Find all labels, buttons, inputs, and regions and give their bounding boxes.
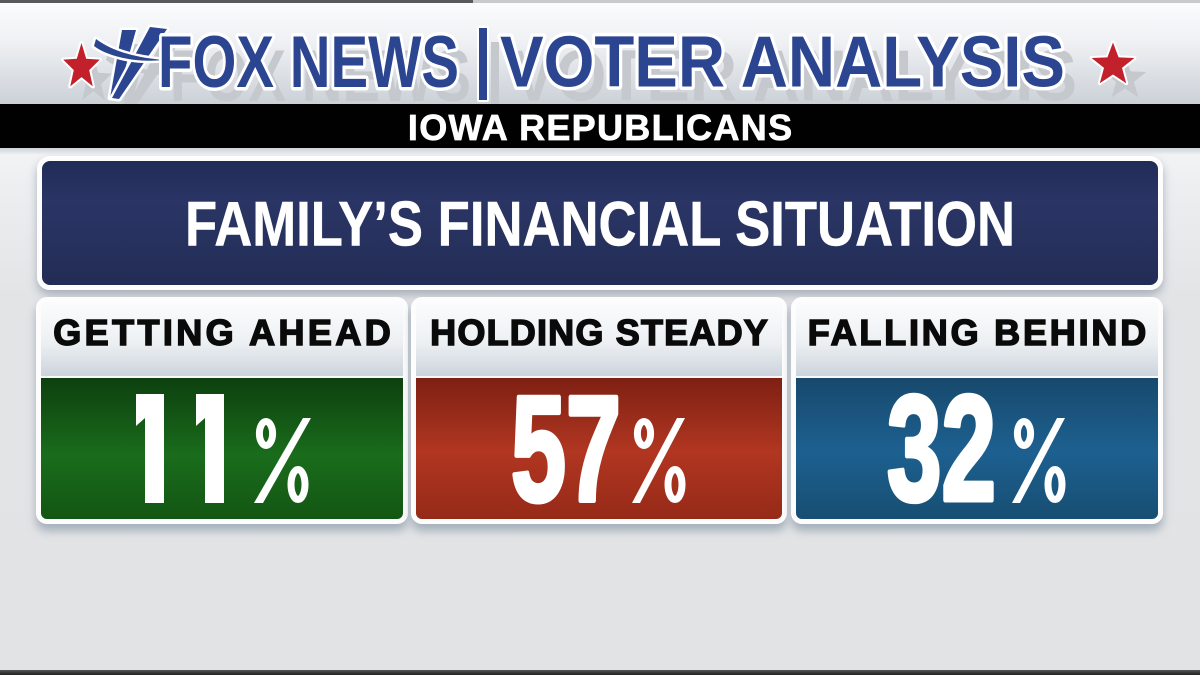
svg-text:VOTER ANALYSIS: VOTER ANALYSIS — [512, 37, 1077, 109]
svg-text:57: 57 — [511, 378, 621, 519]
svg-text:FOX NEWS: FOX NEWS — [170, 36, 471, 108]
svg-text:VOTER ANALYSIS: VOTER ANALYSIS — [500, 23, 1065, 103]
svg-text:32: 32 — [887, 378, 996, 519]
svg-text:FOX NEWS: FOX NEWS — [158, 22, 459, 103]
svg-text:FAMILY’S FINANCIAL SITUATION: FAMILY’S FINANCIAL SITUATION — [185, 190, 1015, 260]
